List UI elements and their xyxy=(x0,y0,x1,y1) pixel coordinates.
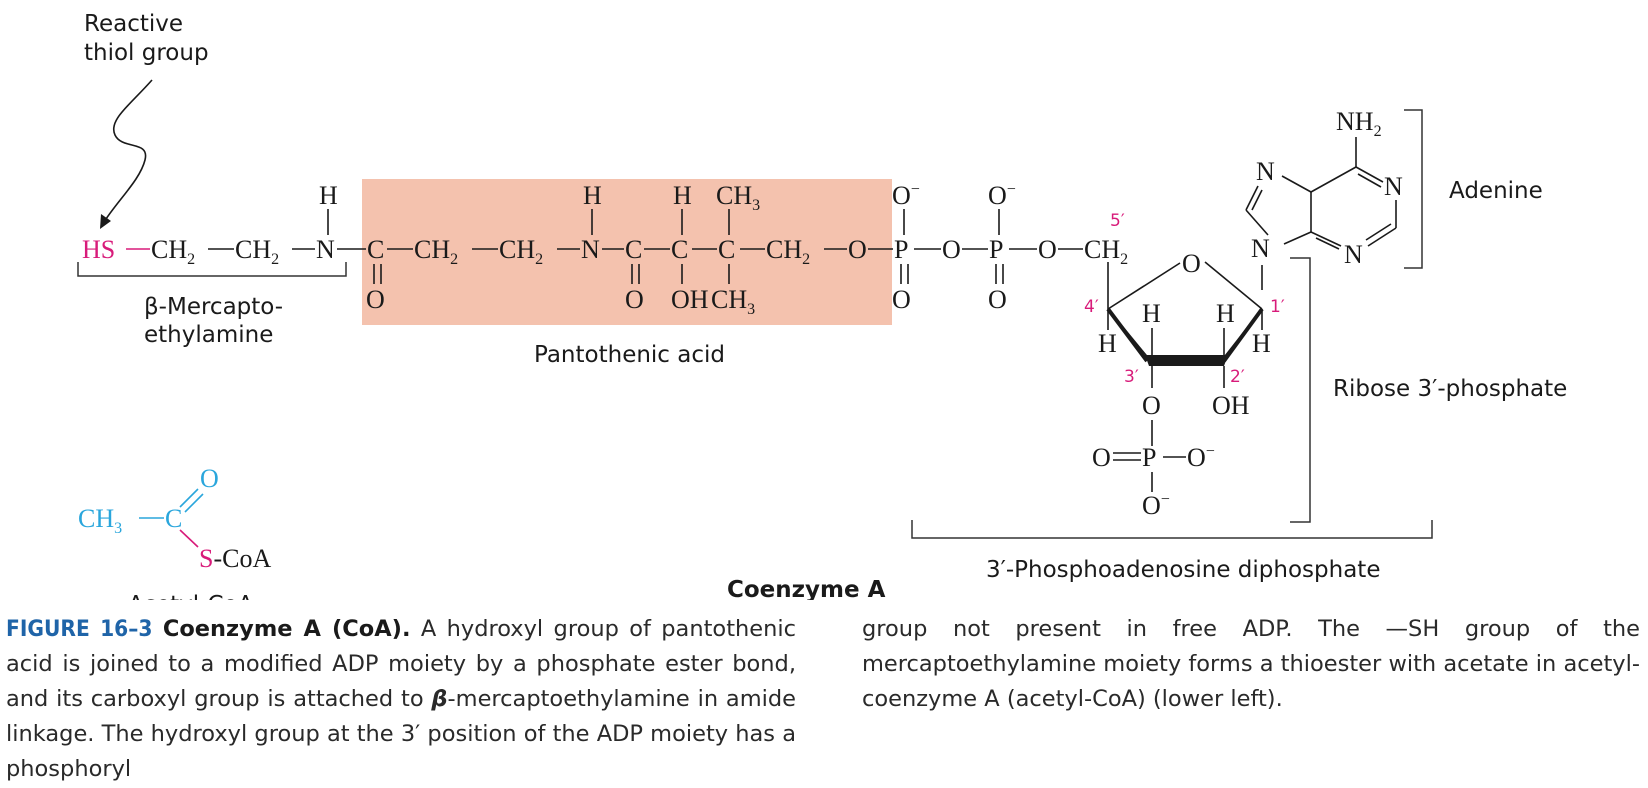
ch2-group-2: CH2 xyxy=(235,235,279,268)
reactive-thiol-label-line2: thiol group xyxy=(84,40,209,66)
bridging-oxygen: O xyxy=(942,235,961,264)
acetyl-coa-label: Acetyl-CoA xyxy=(128,592,254,600)
amide-nitrogen-2: N xyxy=(581,235,600,264)
phosphorus-3: P xyxy=(1142,443,1156,472)
amide-h-2: H xyxy=(583,181,602,210)
coenzyme-a-label: Coenzyme A xyxy=(727,577,886,600)
acetyl-oxygen: O xyxy=(200,464,219,493)
methyl-bottom: CH3 xyxy=(711,285,755,318)
caption-text-col2: group not present in free ADP. The —SH g… xyxy=(862,616,1640,712)
phosphate-2-oxygen-top: O− xyxy=(988,181,1016,210)
coenzyme-a-structure-diagram: Reactive thiol group HS CH2 CH2 N H C O … xyxy=(77,11,1567,600)
acetyl-carbon: C xyxy=(165,504,182,533)
glycosidic-nitrogen: N xyxy=(1251,234,1270,263)
hydroxyl-carbon-h: H xyxy=(673,181,692,210)
reactive-thiol-label-line1: Reactive xyxy=(84,11,183,37)
position-2-prime: 2′ xyxy=(1230,367,1245,387)
amide-nitrogen-1: N xyxy=(316,235,335,264)
position-4-prime: 4′ xyxy=(1084,297,1099,317)
acetyl-sulfur: S-CoA xyxy=(199,544,271,573)
phosphorus-1: P xyxy=(894,235,908,264)
ribose-h-3-top: H xyxy=(1142,299,1161,328)
ribose-3-oxygen: O xyxy=(1142,391,1161,420)
caption-beta: β xyxy=(431,686,448,712)
caption-text-part1: A hydroxyl group of pantothenic acid is … xyxy=(6,616,797,712)
ribose-ring-oxygen: O xyxy=(1182,249,1201,278)
phosphoadenosine-label: 3′-Phosphoadenosine diphosphate xyxy=(986,557,1380,583)
adenine-ring: N N N N NH2 xyxy=(1245,107,1403,269)
ribose-phosphate-label: Ribose 3′-phosphate xyxy=(1333,376,1567,402)
carbonyl-oxygen-2: O xyxy=(625,285,644,314)
caption-text-part2: -mercaptoethylamine in amide linkage. Th… xyxy=(6,686,796,782)
figure-caption-column-2: group not present in free ADP. The —SH g… xyxy=(862,612,1640,717)
phosphoadenosine-bracket xyxy=(911,520,1433,539)
ch2-group-4: CH2 xyxy=(499,235,543,268)
phosphate-3-oxygen-right: O− xyxy=(1187,443,1215,472)
ester-oxygen: O xyxy=(848,235,867,264)
position-1-prime: 1′ xyxy=(1270,297,1285,317)
pantothenic-acid-highlight xyxy=(362,179,892,325)
phosphate-2-oxygen-bottom: O xyxy=(988,285,1007,314)
adenine-n7: N xyxy=(1256,157,1275,186)
mercaptoethylamine-bracket xyxy=(77,262,347,277)
methyl-top: CH3 xyxy=(716,181,760,214)
adenine-bracket xyxy=(1404,109,1423,269)
phosphate-3-oxygen-bottom: O− xyxy=(1142,491,1170,520)
acetyl-methyl: CH3 xyxy=(78,504,122,537)
ribose-bold-bond xyxy=(1145,355,1228,366)
ch2-group-1: CH2 xyxy=(151,235,195,268)
hydroxyl-group: OH xyxy=(671,285,709,314)
ch2-5-prime: CH2 xyxy=(1084,235,1128,268)
ribose-h-1: H xyxy=(1252,329,1271,358)
ester-oxygen-2: O xyxy=(1038,235,1057,264)
ribose-ring: 5′ O 4′ 1′ 3′ 2′ H H H H OH O P O O− O− xyxy=(1084,211,1285,520)
ch2-group-3: CH2 xyxy=(414,235,458,268)
thiol-pointer-arrowhead xyxy=(100,214,111,229)
quaternary-carbon: C xyxy=(718,235,735,264)
phosphorus-2: P xyxy=(989,235,1003,264)
carbonyl-carbon-1: C xyxy=(367,235,384,264)
figure-caption-column-1: FIGURE 16–3 Coenzyme A (CoA). A hydroxyl… xyxy=(6,612,796,787)
amide-h-1: H xyxy=(319,181,338,210)
ribose-h-2-top: H xyxy=(1216,299,1235,328)
carbonyl-carbon-2: C xyxy=(625,235,642,264)
acetyl-coa-structure: CH3 C O S-CoA xyxy=(78,464,271,573)
adenine-label: Adenine xyxy=(1449,178,1543,204)
pantothenic-acid-label: Pantothenic acid xyxy=(534,342,725,368)
phosphate-1-oxygen-top: O− xyxy=(892,181,920,210)
thiol-pointer-arrow xyxy=(103,79,153,223)
position-3-prime: 3′ xyxy=(1124,367,1139,387)
ribose-2-hydroxyl: OH xyxy=(1212,391,1250,420)
position-5-prime: 5′ xyxy=(1110,211,1125,231)
phosphate-3-oxygen-left: O xyxy=(1092,443,1111,472)
figure-number: FIGURE 16–3 xyxy=(6,616,153,642)
mercaptoethylamine-label-line1: β-Mercapto- xyxy=(144,294,283,320)
ribose-phosphate-bracket xyxy=(1290,257,1311,523)
ribose-h-4: H xyxy=(1098,329,1117,358)
carbonyl-oxygen-1: O xyxy=(366,285,385,314)
figure-title: Coenzyme A (CoA). xyxy=(162,616,411,642)
hydroxyl-carbon: C xyxy=(671,235,688,264)
adenine-n1: N xyxy=(1384,172,1403,201)
amino-group: NH2 xyxy=(1336,107,1382,140)
mercaptoethylamine-label-line2: ethylamine xyxy=(144,322,273,348)
ch2-group-5: CH2 xyxy=(766,235,810,268)
hs-group: HS xyxy=(82,235,115,264)
main-chain: HS CH2 CH2 N H C O CH2 CH2 N H C O C H O… xyxy=(82,181,1128,318)
adenine-n3: N xyxy=(1344,240,1363,269)
phosphate-1-oxygen-bottom: O xyxy=(892,285,911,314)
